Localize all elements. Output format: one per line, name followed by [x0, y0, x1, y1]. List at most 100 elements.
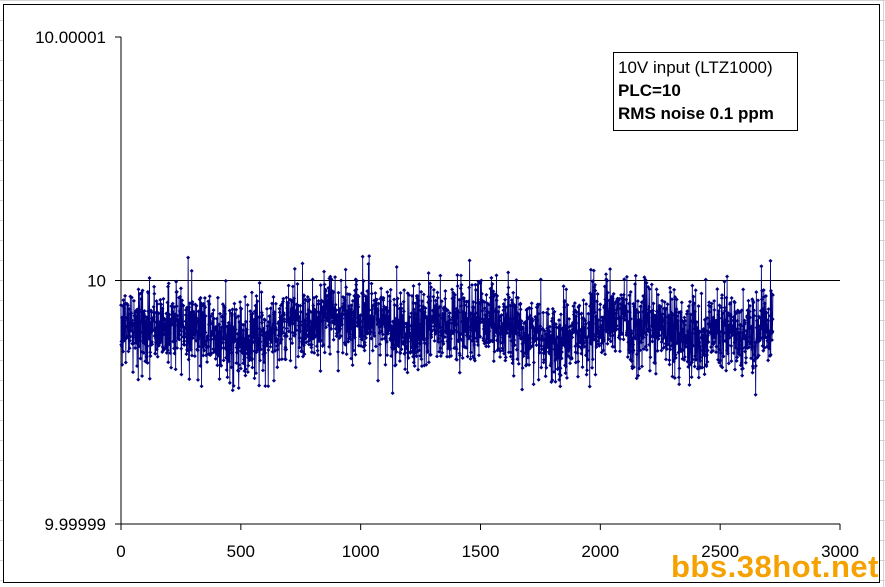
data-point-marker — [482, 306, 487, 311]
data-point-marker — [261, 343, 266, 348]
data-point-marker — [427, 312, 432, 317]
data-point-marker — [472, 342, 477, 347]
data-point-marker — [177, 332, 182, 337]
data-point-marker — [712, 307, 717, 312]
data-point-marker — [444, 331, 449, 336]
data-point-marker — [515, 357, 520, 362]
data-point-marker — [304, 340, 309, 345]
data-point-marker — [685, 359, 690, 364]
data-point-marker — [642, 330, 647, 335]
data-point-marker — [723, 338, 728, 343]
data-point-marker — [208, 314, 213, 319]
data-point-marker — [489, 300, 494, 305]
data-point-marker — [604, 313, 609, 318]
data-point-marker — [514, 278, 519, 283]
data-point-marker — [151, 317, 156, 322]
data-point-marker — [397, 306, 402, 311]
data-point-marker — [663, 357, 668, 362]
data-point-marker — [587, 327, 592, 332]
data-point-marker — [458, 353, 463, 358]
data-point-marker — [349, 356, 354, 361]
data-point-marker — [583, 318, 588, 323]
data-point-marker — [202, 348, 207, 353]
data-point-marker — [134, 341, 139, 346]
data-point-marker — [574, 314, 579, 319]
data-point-marker — [511, 316, 515, 321]
data-point-marker — [377, 342, 382, 347]
data-point-marker — [730, 332, 735, 337]
data-point-marker — [192, 316, 197, 321]
data-point-marker — [722, 279, 727, 284]
data-point-marker — [436, 336, 441, 341]
data-point-marker — [624, 297, 629, 302]
data-point-marker — [647, 368, 652, 373]
data-point-marker — [229, 365, 234, 370]
data-point-marker — [336, 290, 341, 295]
data-point-marker — [722, 330, 727, 335]
data-point-marker — [334, 308, 339, 313]
data-point-marker — [672, 376, 677, 380]
data-point-marker — [737, 343, 742, 347]
data-point-marker — [221, 358, 226, 363]
data-point-marker — [633, 336, 638, 341]
data-point-marker — [381, 296, 386, 301]
data-point-marker — [659, 348, 664, 353]
data-point-marker — [315, 352, 320, 357]
data-point-marker — [644, 347, 649, 352]
data-point-marker — [744, 329, 749, 334]
data-point-marker — [200, 310, 205, 315]
data-point-marker — [126, 349, 131, 354]
data-point-marker — [254, 294, 259, 299]
data-point-marker — [511, 290, 516, 295]
data-point-marker — [265, 341, 270, 346]
data-point-marker — [497, 305, 502, 310]
data-point-marker — [241, 357, 246, 362]
data-point-marker — [449, 353, 454, 358]
data-point-marker — [476, 326, 481, 331]
data-point-marker — [752, 352, 757, 357]
data-point-marker — [202, 296, 207, 300]
data-point-marker — [378, 317, 383, 322]
data-point-marker — [487, 302, 492, 307]
data-point-marker — [703, 277, 708, 282]
data-point-marker — [628, 317, 633, 322]
data-point-marker — [529, 301, 534, 306]
data-point-marker — [633, 323, 638, 328]
data-point-marker — [352, 335, 357, 340]
data-point-marker — [218, 329, 223, 334]
data-point-marker — [605, 317, 610, 322]
data-point-marker — [587, 384, 592, 389]
x-tick-label: 500 — [227, 542, 255, 561]
data-point-marker — [469, 328, 474, 333]
data-point-marker — [422, 338, 427, 343]
data-point-marker — [552, 337, 557, 342]
data-point-marker — [471, 305, 476, 310]
data-point-marker — [523, 340, 528, 345]
data-point-marker — [581, 298, 586, 303]
data-point-marker — [207, 319, 212, 324]
data-point-marker — [744, 333, 749, 338]
data-point-marker — [555, 335, 560, 340]
data-point-marker — [145, 360, 150, 365]
data-point-marker — [232, 312, 237, 317]
data-point-marker — [142, 309, 147, 314]
data-point-marker — [420, 299, 425, 304]
data-point-marker — [179, 346, 184, 351]
data-point-marker — [203, 330, 208, 335]
data-point-marker — [429, 285, 433, 290]
data-point-marker — [475, 315, 480, 320]
data-point-marker — [709, 301, 714, 306]
data-point-marker — [713, 335, 718, 340]
data-point-marker — [140, 373, 145, 378]
data-point-marker — [761, 307, 766, 312]
data-point-marker — [311, 303, 316, 308]
data-point-marker — [386, 331, 391, 336]
data-point-marker — [504, 305, 509, 310]
data-point-marker — [440, 350, 445, 355]
data-point-marker — [698, 358, 703, 363]
data-point-marker — [558, 366, 563, 371]
data-point-marker — [719, 305, 724, 310]
data-point-marker — [167, 331, 172, 336]
data-point-marker — [437, 313, 442, 318]
data-point-marker — [373, 291, 378, 296]
